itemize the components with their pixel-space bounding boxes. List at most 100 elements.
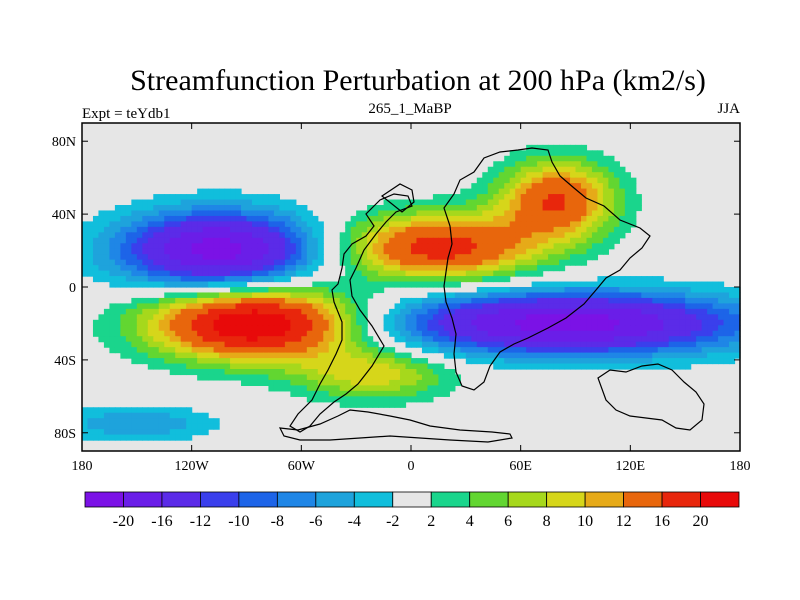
contour-cell [657, 325, 664, 332]
contour-cell [465, 210, 472, 217]
contour-cell [553, 336, 560, 343]
contour-cell [268, 194, 275, 201]
contour-cell [515, 265, 522, 272]
contour-cell [103, 259, 111, 266]
contour-cell [411, 379, 418, 386]
contour-cell [284, 232, 291, 239]
contour-cell [125, 423, 132, 430]
contour-cell [257, 221, 264, 228]
contour-cell [235, 237, 242, 244]
contour-cell [290, 369, 297, 376]
contour-cell [460, 221, 467, 228]
contour-cell [493, 243, 500, 250]
contour-cell [498, 341, 505, 348]
contour-cell [575, 308, 582, 315]
contour-cell [559, 226, 566, 233]
contour-cell [411, 396, 418, 403]
contour-cell [509, 303, 516, 310]
contour-cell [246, 248, 253, 255]
contour-cell [613, 210, 620, 217]
contour-cell [158, 412, 165, 419]
contour-cell [339, 385, 346, 392]
contour-cell [427, 308, 434, 315]
contour-cell [328, 385, 335, 392]
contour-cell [394, 369, 401, 376]
contour-cell [602, 281, 609, 288]
contour-cell [153, 281, 160, 288]
contour-cell [356, 347, 363, 354]
contour-cell [438, 205, 445, 212]
contour-cell [679, 281, 686, 288]
contour-cell [438, 390, 445, 397]
contour-cell [405, 308, 412, 315]
contour-cell [273, 199, 280, 206]
contour-cell [301, 308, 308, 315]
contour-cell [553, 183, 560, 190]
contour-cell [268, 374, 275, 381]
contour-cell [306, 215, 313, 222]
contour-cell [158, 232, 165, 239]
contour-cell [356, 210, 363, 217]
contour-cell [602, 358, 609, 365]
contour-cell [345, 352, 352, 359]
contour-cell [427, 248, 434, 255]
contour-cell [537, 341, 544, 348]
contour-cell [279, 308, 286, 315]
contour-cell [597, 232, 604, 239]
contour-cell [328, 297, 335, 304]
contour-cell [701, 281, 708, 288]
contour-cell [646, 314, 653, 321]
contour-cell [613, 297, 620, 304]
contour-cell [191, 352, 198, 359]
contour-cell [498, 161, 505, 168]
contour-cell [273, 205, 280, 212]
contour-cell [542, 281, 549, 288]
contour-cell [575, 161, 582, 168]
contour-cell [580, 259, 588, 266]
contour-cell [153, 352, 160, 359]
contour-cell [367, 390, 374, 397]
contour-cell [235, 215, 242, 222]
contour-cell [235, 363, 242, 370]
contour-cell [378, 276, 385, 283]
contour-cell [504, 254, 511, 261]
contour-cell [668, 314, 675, 321]
contour-cell [641, 292, 648, 299]
contour-cell [262, 287, 270, 294]
contour-cell [411, 281, 418, 288]
contour-cell [493, 314, 500, 321]
contour-cell [334, 325, 341, 332]
contour-cell [383, 237, 390, 244]
contour-cell [284, 270, 291, 277]
contour-cell [345, 401, 352, 408]
contour-cell [301, 330, 308, 337]
contour-cell [290, 308, 297, 315]
contour-cell [729, 347, 736, 354]
contour-cell [608, 336, 615, 343]
contour-cell [471, 183, 478, 190]
contour-cell [619, 308, 626, 315]
contour-cell [356, 330, 363, 337]
contour-cell [197, 243, 204, 250]
contour-cell [707, 330, 714, 337]
contour-cell [219, 199, 226, 206]
contour-cell [202, 314, 209, 321]
contour-cell [120, 347, 127, 354]
contour-cell [361, 265, 368, 272]
contour-cell [718, 319, 725, 326]
contour-cell [180, 281, 187, 288]
contour-cell [213, 314, 220, 321]
contour-cell [92, 434, 100, 441]
contour-cell [504, 166, 511, 173]
contour-cell [559, 303, 566, 310]
contour-cell [197, 270, 204, 277]
contour-cell [674, 363, 681, 370]
contour-cell [471, 265, 478, 272]
contour-cell [273, 358, 280, 365]
coastline-americas [289, 193, 413, 433]
contour-cell [125, 243, 132, 250]
contour-cell [421, 314, 429, 321]
contour-cell [548, 341, 555, 348]
contour-cell [389, 243, 396, 250]
contour-cell [197, 374, 204, 381]
